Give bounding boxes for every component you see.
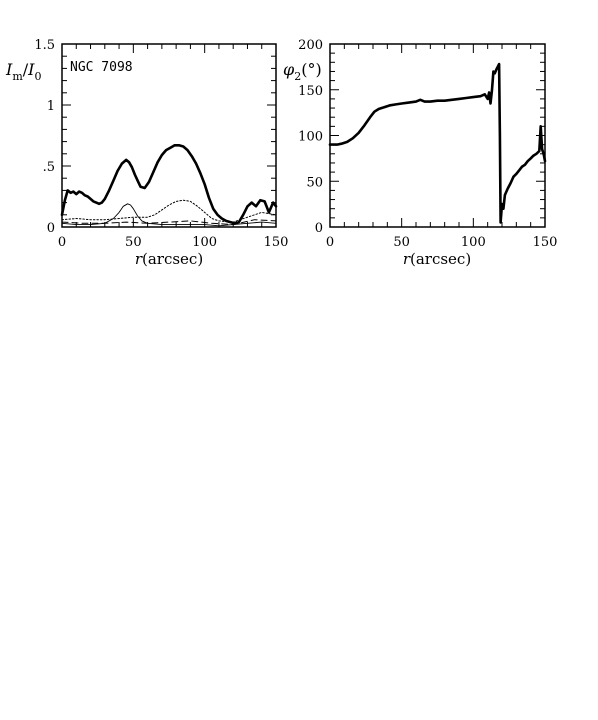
ylabel-slash: / xyxy=(23,60,29,79)
phase-y-tick-label: 50 xyxy=(306,175,323,190)
amplitude-series-line-dotted xyxy=(61,199,277,223)
phase-panel: 0 50 100 150 0 50 100 150 200 φ2(°) r(arcsec) xyxy=(283,38,557,268)
amplitude-y-tick-label: 0 xyxy=(47,221,55,236)
phase-y-tick-label: 150 xyxy=(298,84,323,99)
amplitude-y-axis-label: Im/I0 xyxy=(5,60,41,83)
amplitude-plot-frame xyxy=(61,43,277,228)
phase-x-axis-label: r(arcsec) xyxy=(403,250,471,268)
amplitude-y-tick-label: 1.5 xyxy=(34,38,55,53)
ylabel-phi-symbol: φ xyxy=(283,60,295,79)
phase-y-tick-label: 0 xyxy=(315,221,323,236)
xlabel-r-symbol: r xyxy=(403,250,411,268)
amplitude-series-line-thick-solid xyxy=(60,144,278,225)
amplitude-y-tick-label: 1 xyxy=(47,99,55,114)
ylabel-degree-unit: (°) xyxy=(301,60,321,79)
amplitude-galaxy-label: NGC 7098 xyxy=(70,60,133,75)
phase-x-tick-label: 50 xyxy=(393,235,410,250)
xlabel-unit: (arcsec) xyxy=(410,250,471,268)
phase-series-line-thick-solid xyxy=(328,62,547,224)
amplitude-y-tick-label: .5 xyxy=(43,160,55,175)
phase-y-tick-label: 200 xyxy=(298,38,323,53)
ylabel-0-subscript: 0 xyxy=(34,70,41,83)
amplitude-x-tick-label: 0 xyxy=(58,235,66,250)
ylabel-i0-symbol: I xyxy=(27,60,35,79)
ylabel-m-subscript: m xyxy=(12,70,23,83)
amplitude-series-line-dashed xyxy=(61,219,277,226)
xlabel-r-symbol: r xyxy=(135,250,143,268)
amplitude-x-axis-label: r(arcsec) xyxy=(135,250,203,268)
phase-x-tick-label: 0 xyxy=(326,235,334,250)
phase-y-tick-label: 100 xyxy=(298,130,323,145)
amplitude-x-tick-label: 150 xyxy=(264,235,289,250)
phase-y-axis-label: φ2(°) xyxy=(283,60,322,83)
phase-x-tick-label: 100 xyxy=(461,235,486,250)
amplitude-series-line-thin-solid xyxy=(61,203,277,227)
ylabel-i-symbol: I xyxy=(5,60,13,79)
amplitude-x-tick-label: 50 xyxy=(125,235,142,250)
xlabel-unit: (arcsec) xyxy=(142,250,203,268)
phase-x-tick-label: 150 xyxy=(533,235,558,250)
amplitude-x-tick-label: 100 xyxy=(192,235,217,250)
ylabel-2-subscript: 2 xyxy=(294,70,301,83)
